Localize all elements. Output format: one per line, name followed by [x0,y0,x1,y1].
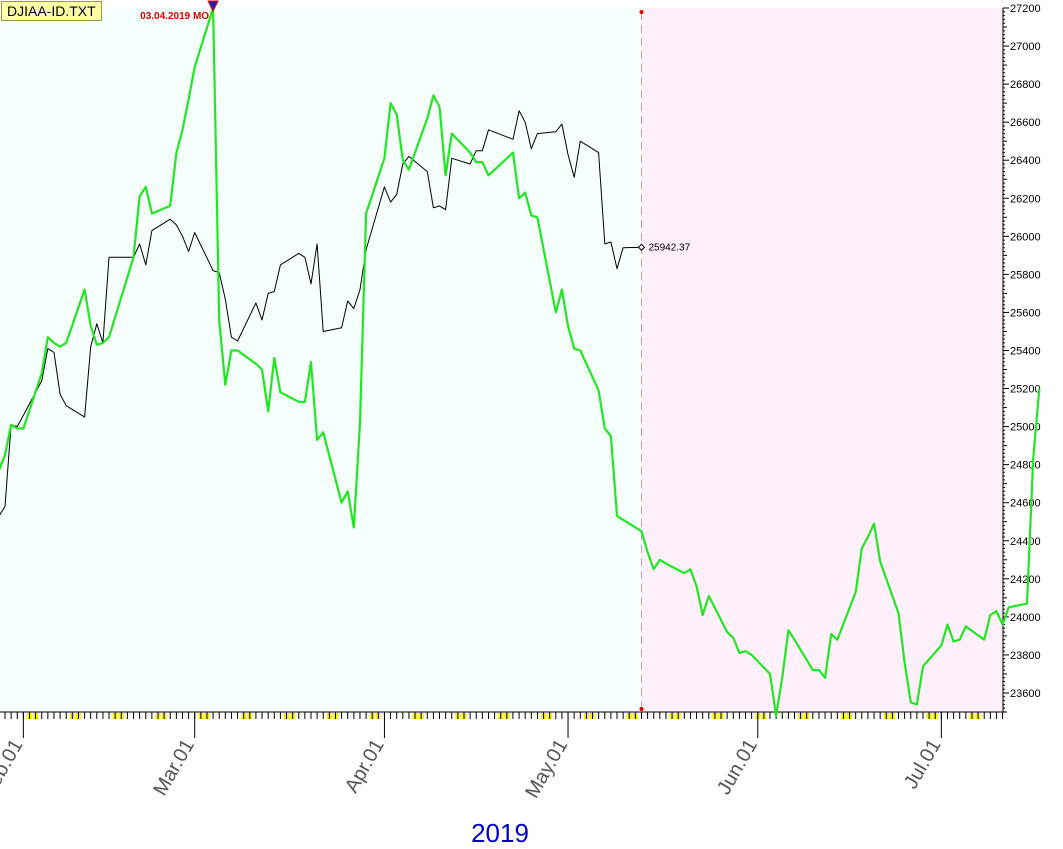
marker-layer: 03.04.2019 MO [140,0,219,22]
ticker-label: DJIAA-ID.TXT [1,1,102,21]
y-tick-label: 25200 [1010,384,1041,396]
x-tick-label: Mar.01 [149,736,199,800]
y-tick-label: 26600 [1010,117,1041,129]
y-tick-label: 24000 [1010,612,1041,624]
x-tick-label: May.01 [521,736,572,803]
marker-date-label: 03.04.2019 MO [140,11,209,22]
last-price-annotation: 25942.37 [637,242,691,253]
series-layer [0,6,1041,717]
year-label: 2019 [471,818,529,848]
y-tick-label: 27200 [1010,3,1041,15]
last-price-label: 25942.37 [648,242,690,253]
y-axis: 23600 23800 24000 24200 24400 24600 24800 25000… [1002,3,1041,713]
y-tick-label: 26200 [1010,193,1041,205]
history-background [0,8,642,712]
y-tick-label: 25000 [1010,422,1041,434]
y-tick-label: 25400 [1010,345,1041,357]
y-tick-label: 24600 [1010,498,1041,510]
down-arrow-icon [207,0,219,13]
x-tick-label: Apr.01 [341,736,389,797]
x-tick-label: Feb.01 [0,736,28,801]
y-tick-label: 24400 [1010,536,1041,548]
y-tick-label: 25800 [1010,269,1041,281]
forecast-background [641,8,1003,712]
divider-top-dot [639,10,644,14]
divider-bottom-dot [639,707,644,711]
y-tick-label: 27000 [1010,41,1041,53]
y-tick-label: 26000 [1010,231,1041,243]
diamond-icon [637,243,646,251]
x-axis: Feb.01 Mar.01 Apr.01 May.01 Jun.01 Jul.01 [0,711,1004,803]
y-tick-label: 25600 [1010,307,1041,319]
price-line [0,110,642,516]
y-tick-label: 23600 [1010,688,1041,700]
y-tick-label: 23800 [1010,650,1041,662]
x-tick-label: Jun.01 [713,736,762,799]
y-tick-label: 26800 [1010,79,1041,91]
forecast-line [0,6,1041,717]
x-tick-label: Jul.01 [900,736,946,793]
y-tick-label: 26400 [1010,155,1041,167]
y-tick-label: 24800 [1010,460,1041,472]
y-tick-label: 24200 [1010,574,1041,586]
